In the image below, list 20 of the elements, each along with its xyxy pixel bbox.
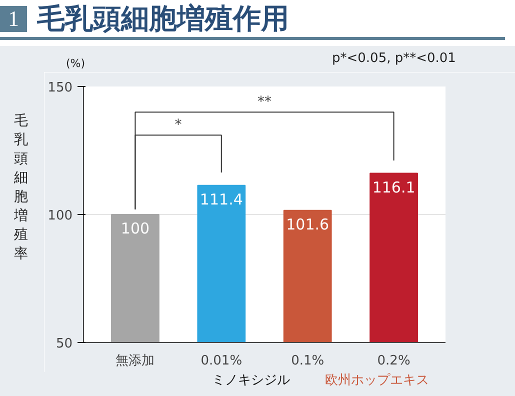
chart-subtitle: 毛乳頭細胞増殖作用 [37, 0, 289, 36]
y-axis-title: 毛乳頭細胞増殖率 [14, 112, 28, 264]
y-tick-label: 50 [56, 336, 73, 352]
x-tick-label: 0.1% [291, 354, 324, 368]
x-tick-label: 0.01% [200, 354, 242, 368]
data-label: 100 [120, 220, 150, 238]
text: (%) [66, 56, 86, 72]
data-label: 101.6 [286, 215, 330, 234]
y-tick-label: 100 [48, 208, 73, 224]
annotation: * [174, 117, 182, 134]
text: 欧州ホップエキス [325, 372, 429, 390]
x-tick-label: 無添加 [116, 354, 155, 368]
data-label: 111.4 [200, 190, 243, 208]
text: ミノキシジル [212, 372, 290, 390]
text: p*<0.05, p**<0.01 [332, 50, 456, 68]
annotation: ** [258, 94, 272, 110]
y-tick-label: 150 [48, 80, 73, 96]
data-label: 116.1 [372, 178, 416, 196]
x-tick-label: 0.2% [377, 354, 410, 368]
chart-title: 1 [0, 6, 27, 32]
